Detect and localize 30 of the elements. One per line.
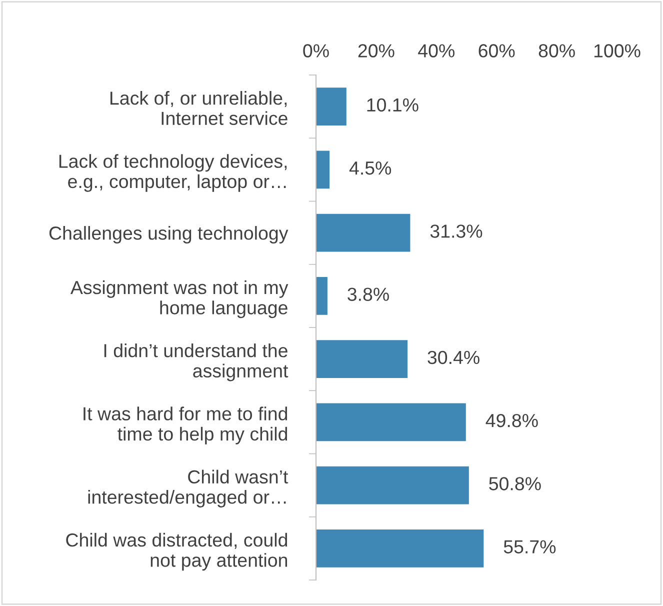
x-tick-label: 80%: [538, 44, 575, 58]
bar: [316, 530, 484, 568]
data-label: 4.5%: [349, 162, 392, 175]
data-label: 55.7%: [504, 540, 556, 554]
x-tick-label: 40%: [418, 44, 454, 58]
y-tick-label: Assignment was not in my home language: [70, 280, 288, 318]
bar: [316, 88, 346, 126]
y-tick-label: I didn’t understand the assignment: [104, 344, 288, 382]
x-tick-label: 20%: [358, 44, 394, 58]
y-tick-label: Lack of, or unreliable, Internet service: [110, 91, 288, 125]
data-label: 3.8%: [348, 288, 389, 301]
data-label: 31.3%: [430, 224, 482, 238]
data-label: 49.8%: [486, 414, 538, 428]
bar: [316, 340, 408, 378]
y-tick-label: Lack of technology devices, e.g., computer, laptop or…: [59, 154, 287, 192]
bar: [316, 403, 466, 442]
x-tick-label: 100%: [594, 44, 640, 58]
bar: [316, 277, 328, 315]
bar: [316, 214, 410, 252]
y-tick-label: Challenges using technology: [49, 226, 288, 244]
bar: [316, 150, 330, 189]
data-label: 30.4%: [428, 350, 480, 364]
data-label: 10.1%: [367, 98, 418, 112]
y-tick-label: Child wasn’t interested/engaged or…: [88, 470, 288, 508]
y-tick-label: Child was distracted, could not pay attention: [66, 532, 288, 571]
x-tick-label: 60%: [478, 44, 515, 58]
data-label: 50.8%: [489, 477, 541, 490]
y-tick-label: It was hard for me to find time to help my child: [84, 406, 288, 444]
bar: [316, 466, 469, 504]
x-tick-label: 0%: [303, 44, 329, 58]
